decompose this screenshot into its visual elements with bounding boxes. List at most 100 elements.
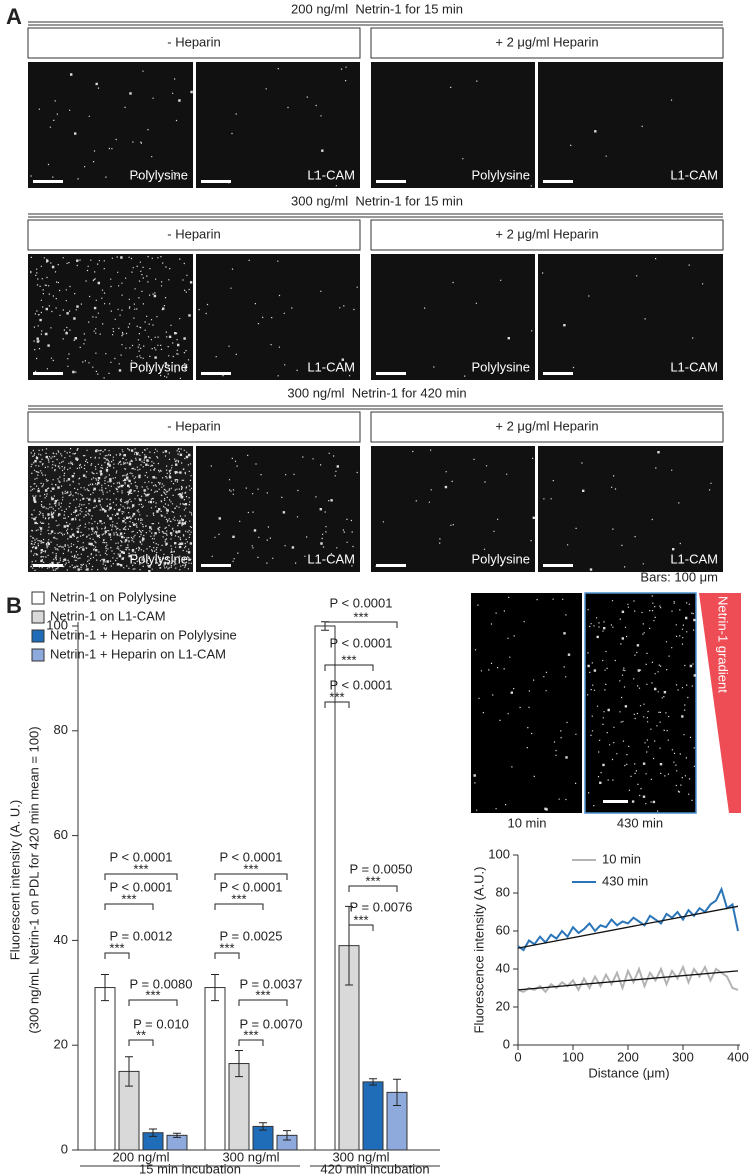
error-bar xyxy=(393,1078,401,1106)
legend-label: Netrin-1 + Heparin on L1-CAM xyxy=(50,646,226,661)
scale-bar xyxy=(201,372,231,375)
y-tick-label: 0 xyxy=(503,1036,510,1051)
scale-bar xyxy=(376,564,406,567)
p-value: P = 0.0076 xyxy=(349,899,412,914)
significance-stars: *** xyxy=(255,987,270,1002)
error-bar xyxy=(259,1122,267,1131)
p-value: P < 0.0001 xyxy=(109,879,172,894)
legend-label: 430 min xyxy=(602,873,648,888)
micrograph xyxy=(371,446,535,572)
scale-bar xyxy=(376,372,406,375)
significance-bracket xyxy=(214,952,240,959)
substrate-label: L1-CAM xyxy=(670,359,718,374)
significance-stars: *** xyxy=(329,689,344,704)
significance-bracket xyxy=(324,664,374,671)
significance-stars: *** xyxy=(243,1027,258,1042)
panel-label: B xyxy=(6,593,22,618)
y-tick-label: 40 xyxy=(496,960,510,975)
condition-label: + 2 μg/ml Heparin xyxy=(495,34,598,49)
p-value: P = 0.0025 xyxy=(219,928,282,943)
significance-stars: *** xyxy=(219,940,234,955)
condition-label: - Heparin xyxy=(167,34,220,49)
substrate-label: Polylysine xyxy=(471,359,530,374)
significance-stars: *** xyxy=(231,891,246,906)
significance-bracket xyxy=(104,903,154,910)
x-tick-label: 200 ng/ml xyxy=(112,1149,169,1164)
error-bar xyxy=(149,1128,157,1137)
micrograph xyxy=(28,254,193,380)
substrate-label: Polylysine xyxy=(129,551,188,566)
significance-bracket xyxy=(214,903,264,910)
specks xyxy=(30,448,193,573)
condition-box xyxy=(27,411,361,443)
substrate-label: L1-CAM xyxy=(670,551,718,566)
error-bar xyxy=(173,1132,181,1138)
scale-bar xyxy=(543,564,573,567)
micrograph xyxy=(196,446,360,572)
significance-stars: *** xyxy=(145,987,160,1002)
significance-bracket xyxy=(238,1039,264,1046)
x-axis-label: Distance (μm) xyxy=(588,1065,669,1080)
condition-label: - Heparin xyxy=(167,418,220,433)
trend-line xyxy=(517,905,739,949)
p-value: P = 0.010 xyxy=(133,1016,189,1031)
p-value: P < 0.0001 xyxy=(329,635,392,650)
significance-bracket xyxy=(238,999,288,1006)
micrograph xyxy=(196,254,360,380)
p-value: P < 0.0001 xyxy=(109,849,172,864)
significance-bracket xyxy=(128,999,178,1006)
p-value: P = 0.0037 xyxy=(239,976,302,991)
significance-stars: *** xyxy=(121,891,136,906)
scale-bar xyxy=(33,564,63,567)
image-label: 10 min xyxy=(507,815,546,830)
micrograph xyxy=(28,62,193,188)
significance-bracket xyxy=(348,885,398,892)
condition-box xyxy=(27,219,361,251)
significance-stars: ** xyxy=(136,1027,146,1042)
micrograph xyxy=(371,62,535,188)
specks xyxy=(587,595,696,812)
condition-label: + 2 μg/ml Heparin xyxy=(495,418,598,433)
significance-bracket xyxy=(324,701,350,708)
y-tick-label: 60 xyxy=(496,922,510,937)
p-value: P = 0.0050 xyxy=(349,861,412,876)
y-tick-label: 20 xyxy=(54,1037,68,1052)
scale-bar xyxy=(201,564,231,567)
micrograph xyxy=(584,592,697,814)
substrate-label: Polylysine xyxy=(471,167,530,182)
error-bar xyxy=(369,1078,377,1086)
substrate-label: L1-CAM xyxy=(307,359,355,374)
x-tick-label: 100 xyxy=(562,1049,584,1064)
group-label: 15 min incubation xyxy=(139,1161,241,1175)
x-tick-label: 400 xyxy=(727,1049,749,1064)
p-value: P < 0.0001 xyxy=(219,879,282,894)
y-tick-label: 0 xyxy=(61,1141,68,1156)
p-value: P = 0.0012 xyxy=(109,928,172,943)
data-line xyxy=(517,886,739,952)
y-axis-label: (300 ng/mL Netrin-1 on PDL for 420 min m… xyxy=(26,726,41,1033)
legend-label: Netrin-1 on Polylysine xyxy=(50,589,176,604)
x-tick-label: 300 ng/ml xyxy=(332,1149,389,1164)
y-tick-label: 100 xyxy=(46,617,68,632)
p-value: P < 0.0001 xyxy=(219,849,282,864)
row-title: 300 ng/ml Netrin-1 for 15 min xyxy=(291,193,463,208)
micrograph xyxy=(538,254,723,380)
x-tick-label: 300 ng/ml xyxy=(222,1149,279,1164)
y-tick-label: 40 xyxy=(54,932,68,947)
substrate-label: Polylysine xyxy=(471,551,530,566)
error-bar xyxy=(211,973,219,1002)
scale-bar xyxy=(543,180,573,183)
condition-box xyxy=(370,411,724,443)
panel-label: A xyxy=(6,4,22,29)
gradient-label: Netrin-1 gradient xyxy=(716,596,731,693)
error-bar xyxy=(283,1130,291,1141)
scale-bar xyxy=(376,180,406,183)
x-tick-label: 200 xyxy=(617,1049,639,1064)
micrograph xyxy=(538,446,723,572)
micrograph xyxy=(538,62,723,188)
row-title: 200 ng/ml Netrin-1 for 15 min xyxy=(291,1,463,16)
legend-swatch xyxy=(31,591,45,605)
group-label: 420 min incubation xyxy=(320,1161,429,1175)
legend-swatch xyxy=(31,648,45,662)
